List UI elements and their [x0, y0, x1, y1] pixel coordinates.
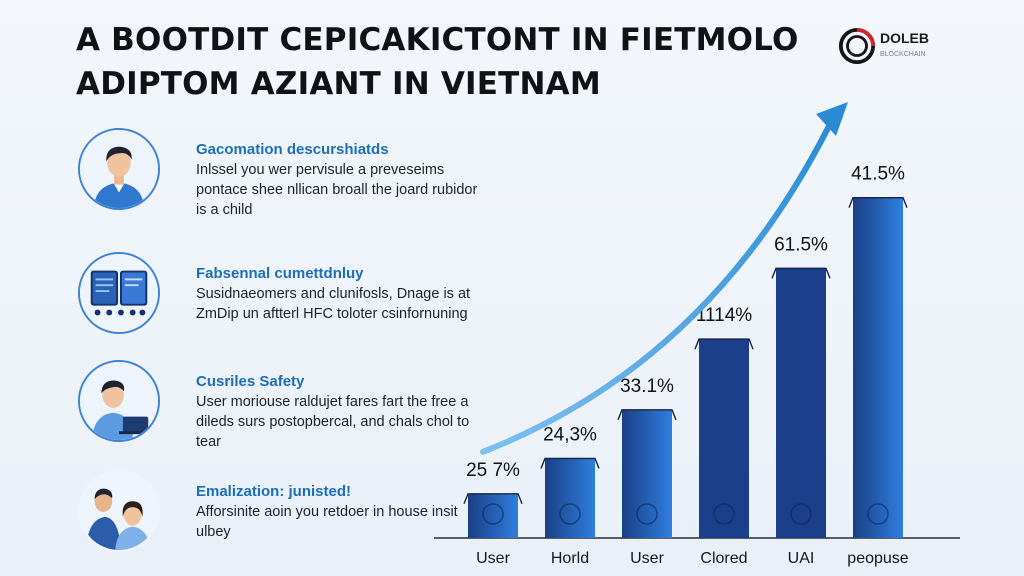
feature-description: Inlssel you wer pervisule a preveseims p…: [196, 162, 478, 218]
trend-arrowhead: [816, 102, 848, 136]
x-tick-label: User: [476, 550, 510, 567]
bar-top-bracket: [848, 196, 908, 208]
coin-icon: [713, 503, 735, 525]
bar-value-label: 33.1%: [620, 376, 674, 397]
chart-bar: [468, 493, 518, 538]
feature-description: Susidnaeomers and clunifosls, Dnage is a…: [196, 286, 471, 322]
feature-item: Fabsennal cumettdnluy Susidnaeomers and …: [78, 252, 478, 344]
title-line-2: ADIPTOM AZIANT IN VIETNAM: [76, 66, 601, 102]
two-people-icon: [78, 470, 160, 552]
person-avatar-icon: [78, 128, 160, 210]
coin-icon: [482, 503, 504, 525]
bar-top-bracket: [463, 493, 523, 505]
x-tick-label: Horld: [551, 550, 589, 567]
circle-logo-icon: [838, 27, 876, 65]
bar-top-bracket: [694, 338, 754, 350]
dashboard-screens-icon: [78, 252, 160, 334]
page-title: A BOOTDIT CEPICAKICTONT IN FIETMOLO ADIP…: [76, 18, 799, 106]
title-line-1: A BOOTDIT CEPICAKICTONT IN FIETMOLO: [76, 22, 799, 58]
bar-value-label: 41.5%: [851, 164, 905, 185]
bar-value-label: 61.5%: [774, 234, 828, 255]
bar-value-label: 1114%: [696, 305, 752, 326]
chart-bar: [853, 197, 903, 538]
bar-top-bracket: [540, 457, 600, 469]
coin-icon: [867, 503, 889, 525]
bar-top-bracket: [771, 267, 831, 279]
logo-text: DOLEB: [880, 29, 929, 46]
feature-heading: Emalization: junisted!: [196, 483, 352, 500]
x-tick-label: Clored: [700, 550, 747, 567]
feature-item: Emalization: junisted! Afforsinite aoin …: [78, 470, 478, 562]
feature-description: User moriouse raldujet fares fart the fr…: [196, 394, 470, 450]
bar-value-label: 24,3%: [543, 424, 597, 445]
coin-icon: [636, 503, 658, 525]
feature-item: Gacomation descurshiatds Inlssel you wer…: [78, 128, 478, 220]
bar-top-bracket: [617, 409, 677, 421]
chart-bar: [622, 409, 672, 538]
feature-heading: Fabsennal cumettdnluy: [196, 265, 364, 282]
chart-bar: [699, 339, 749, 538]
bar-value-label: 25 7%: [466, 460, 520, 481]
trend-line: [480, 113, 837, 455]
feature-description: Afforsinite aoin you retdoer in house in…: [196, 504, 458, 540]
feature-heading: Gacomation descurshiatds: [196, 141, 389, 158]
logo-subtext: BLOCKCHAIN: [880, 50, 926, 58]
chart-bar: [545, 458, 595, 538]
person-laptop-icon: [78, 360, 160, 442]
coin-icon: [559, 503, 581, 525]
feature-heading: Cusriles Safety: [196, 373, 305, 390]
coin-icon: [790, 503, 812, 525]
x-tick-label: peopuse: [847, 550, 908, 567]
x-tick-label: User: [630, 550, 664, 567]
chart-bar: [776, 268, 826, 538]
brand-logo: DOLEB BLOCKCHAIN: [838, 22, 958, 70]
x-tick-label: UAI: [788, 550, 815, 567]
feature-item: Cusriles Safety User moriouse raldujet f…: [78, 360, 478, 452]
